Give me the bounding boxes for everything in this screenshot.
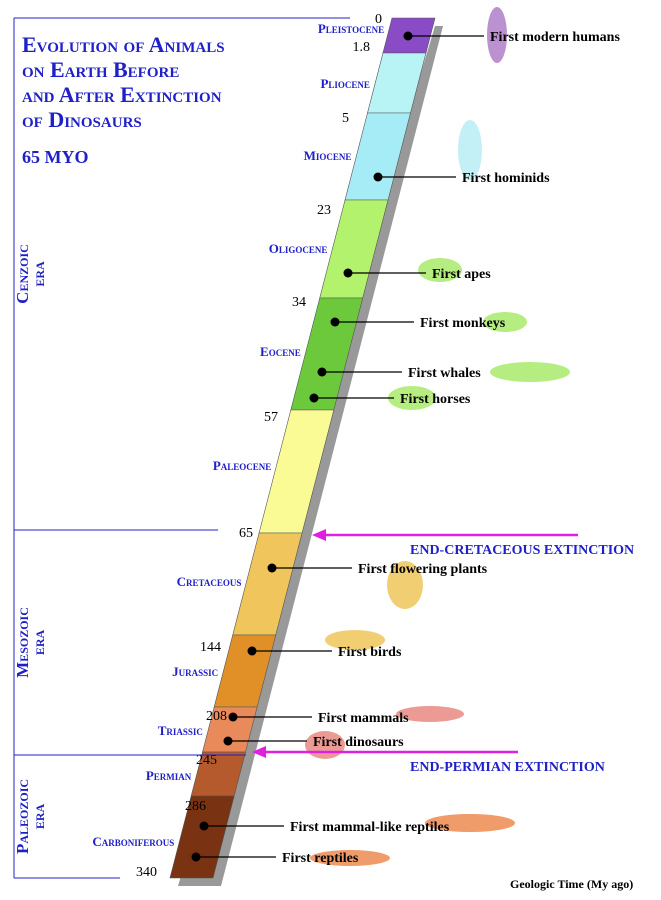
period-name: Eocene <box>260 344 301 359</box>
plant-silhouette <box>387 561 423 609</box>
time-label: 144 <box>200 640 221 655</box>
event-dot <box>373 172 383 182</box>
subtitle: 65 MYO <box>22 147 89 167</box>
event-dot <box>223 736 233 746</box>
extinction-label: END-CRETACEOUS EXTINCTION <box>410 543 634 558</box>
period-name: Triassic <box>158 723 203 738</box>
event-dot <box>343 268 353 278</box>
time-label: 340 <box>136 865 157 880</box>
period-name: Pliocene <box>320 76 369 91</box>
era-word: era <box>29 630 48 656</box>
event-label: First birds <box>338 645 402 660</box>
event-dot <box>403 31 413 41</box>
event-dot <box>199 821 209 831</box>
time-label: 57 <box>264 410 278 425</box>
event-label: First monkeys <box>420 316 506 331</box>
ape-silhouette <box>418 258 462 282</box>
time-label: 286 <box>185 799 206 814</box>
arrow-head <box>312 529 326 541</box>
event-label: First hominids <box>462 171 550 186</box>
arrow-head <box>252 746 266 758</box>
title-line: on Earth Before <box>22 57 179 82</box>
time-label: 208 <box>206 709 227 724</box>
title-line: Evolution of Animals <box>22 32 225 57</box>
event-label: First mammals <box>318 711 409 726</box>
period-name: Miocene <box>304 148 352 163</box>
period-name: Permian <box>146 768 192 783</box>
event-dot <box>267 563 277 573</box>
title-line: and After Extinction <box>22 82 222 107</box>
time-label: 1.8 <box>353 40 371 55</box>
time-label: 23 <box>317 203 331 218</box>
event-dot <box>247 646 257 656</box>
event-label: First reptiles <box>282 851 359 866</box>
period-name: Pleistocene <box>318 21 384 36</box>
time-label: 65 <box>239 526 253 541</box>
event-dot <box>228 712 238 722</box>
era-word: era <box>29 804 48 830</box>
time-label: 245 <box>196 753 217 768</box>
era-word: era <box>29 261 48 287</box>
event-label: First apes <box>432 267 491 282</box>
bird-silhouette <box>325 630 385 650</box>
time-label: 34 <box>292 295 306 310</box>
period-name: Paleocene <box>213 458 271 473</box>
event-label: First dinosaurs <box>313 735 404 750</box>
period-name: Oligocene <box>269 241 328 256</box>
time-label: 0 <box>375 12 382 27</box>
reptile-silhouette <box>310 850 390 866</box>
event-label: First modern humans <box>490 30 620 45</box>
event-label: First mammal-like reptiles <box>290 820 450 835</box>
human-silhouette <box>487 7 507 63</box>
mammal-silhouette <box>396 706 464 722</box>
era-name: Mesozoic <box>13 607 32 678</box>
time-label: 5 <box>342 111 349 126</box>
period-name: Carboniferous <box>92 834 174 849</box>
mammal-reptile-silhouette <box>425 814 515 832</box>
title-line: of Dinosaurs <box>22 107 142 132</box>
event-dot <box>317 367 327 377</box>
whale-silhouette <box>490 362 570 382</box>
event-label: First whales <box>408 366 481 381</box>
period-name: Cretaceous <box>177 574 242 589</box>
event-dot <box>330 317 340 327</box>
event-label: First flowering plants <box>358 562 488 577</box>
extinction-label: END-PERMIAN EXTINCTION <box>410 760 605 775</box>
horse-silhouette <box>388 386 436 410</box>
event-label: First horses <box>400 392 471 407</box>
monkey-silhouette <box>483 312 527 332</box>
era-name: Paleozoic <box>13 779 32 854</box>
event-dot <box>309 393 319 403</box>
period-name: Jurassic <box>172 664 218 679</box>
silhouettes <box>305 7 570 866</box>
hominid-silhouette <box>458 120 482 180</box>
footer: Geologic Time (My ago) <box>510 877 633 891</box>
era-name: Cenzoic <box>13 244 32 304</box>
event-dot <box>191 852 201 862</box>
